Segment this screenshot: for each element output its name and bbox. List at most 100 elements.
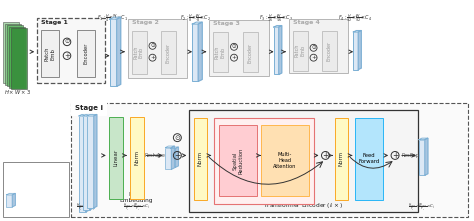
Text: Encoder: Encoder	[327, 41, 332, 61]
Text: Norm: Norm	[198, 151, 203, 166]
FancyBboxPatch shape	[79, 116, 86, 212]
FancyBboxPatch shape	[128, 19, 187, 78]
FancyBboxPatch shape	[5, 24, 21, 85]
Text: $F_3:\frac{H}{16}{\times}\frac{W}{16}{\times}C_3$: $F_3:\frac{H}{16}{\times}\frac{W}{16}{\t…	[259, 12, 293, 24]
Text: Linear: Linear	[113, 149, 118, 166]
FancyBboxPatch shape	[261, 125, 309, 196]
Text: Element-wise Add: Element-wise Add	[15, 185, 63, 190]
Text: $F_4:\frac{H}{32}{\times}\frac{W}{32}{\times}C_4$: $F_4:\frac{H}{32}{\times}\frac{W}{32}{\t…	[338, 12, 373, 24]
FancyBboxPatch shape	[129, 117, 144, 199]
Text: Multi-
Head
Attention: Multi- Head Attention	[273, 152, 296, 169]
Text: $\frac{H_{i-1}}{P_i}{\times}\frac{W_{i-1}}{P_i}{\times}C_i$: $\frac{H_{i-1}}{P_i}{\times}\frac{W_{i-1…	[123, 202, 150, 214]
Text: Stage 2: Stage 2	[132, 20, 158, 25]
Text: Norm: Norm	[134, 150, 139, 166]
FancyBboxPatch shape	[132, 31, 146, 74]
Polygon shape	[419, 138, 428, 140]
Text: $F_1:\frac{H}{4}{\times}\frac{W}{4}{\times}C_1$: $F_1:\frac{H}{4}{\times}\frac{W}{4}{\tim…	[97, 12, 128, 24]
FancyBboxPatch shape	[213, 32, 228, 72]
Text: +: +	[150, 55, 155, 60]
Text: Patch
Emb: Patch Emb	[294, 44, 305, 57]
Polygon shape	[83, 114, 93, 116]
Polygon shape	[6, 193, 15, 195]
Text: Stage 4: Stage 4	[292, 20, 319, 25]
Text: $H\times W\times 3$: $H\times W\times 3$	[4, 88, 31, 96]
FancyBboxPatch shape	[37, 18, 105, 83]
FancyBboxPatch shape	[289, 19, 348, 73]
FancyBboxPatch shape	[336, 118, 348, 200]
Polygon shape	[86, 114, 89, 212]
Text: Patch
Emb: Patch Emb	[45, 46, 55, 61]
FancyBboxPatch shape	[170, 149, 175, 167]
Text: $\frac{H_{i-1}}{P_i}{\times}\frac{W_{i-1}}{P_i}{\times}C_i$: $\frac{H_{i-1}}{P_i}{\times}\frac{W_{i-1…	[408, 202, 436, 214]
Polygon shape	[279, 26, 282, 74]
FancyBboxPatch shape	[83, 116, 90, 210]
Text: $\frac{H_{i-1}}{P_i}{\times}\frac{W_{i-1}}{P_i}$: $\frac{H_{i-1}}{P_i}{\times}\frac{W_{i-1…	[76, 202, 97, 214]
FancyBboxPatch shape	[3, 162, 69, 217]
Text: +: +	[174, 151, 181, 160]
FancyBboxPatch shape	[77, 30, 95, 77]
Text: +: +	[231, 55, 237, 60]
Text: Patch
Emb: Patch Emb	[215, 46, 226, 59]
FancyBboxPatch shape	[109, 117, 123, 199]
FancyBboxPatch shape	[192, 24, 198, 81]
Polygon shape	[110, 17, 121, 19]
Text: Reshape: Reshape	[401, 153, 422, 158]
FancyBboxPatch shape	[353, 32, 358, 70]
FancyBboxPatch shape	[110, 19, 117, 86]
Text: +: +	[322, 151, 328, 160]
Text: +: +	[392, 151, 398, 160]
Text: Norm: Norm	[339, 151, 344, 166]
Polygon shape	[79, 114, 89, 116]
Text: Encoder: Encoder	[247, 43, 253, 63]
FancyBboxPatch shape	[71, 103, 468, 217]
Polygon shape	[172, 146, 174, 169]
Polygon shape	[358, 30, 361, 70]
FancyBboxPatch shape	[165, 148, 172, 169]
Text: Transformer Encoder $(l_i\times)$: Transformer Encoder $(l_i\times)$	[264, 201, 344, 210]
Text: Position Embedding: Position Embedding	[15, 171, 68, 176]
Text: Encoder: Encoder	[83, 43, 88, 65]
Polygon shape	[175, 147, 178, 167]
Polygon shape	[117, 17, 121, 86]
Polygon shape	[353, 30, 361, 32]
FancyBboxPatch shape	[162, 31, 176, 74]
FancyBboxPatch shape	[8, 25, 23, 86]
Polygon shape	[274, 26, 282, 27]
FancyBboxPatch shape	[9, 27, 25, 88]
FancyBboxPatch shape	[322, 31, 337, 70]
Polygon shape	[198, 22, 202, 81]
FancyBboxPatch shape	[419, 140, 425, 175]
Polygon shape	[165, 146, 174, 148]
FancyBboxPatch shape	[356, 118, 383, 200]
FancyBboxPatch shape	[87, 116, 94, 208]
Text: SRA: SRA	[258, 120, 270, 125]
FancyBboxPatch shape	[219, 125, 257, 196]
FancyBboxPatch shape	[11, 28, 27, 89]
FancyBboxPatch shape	[243, 32, 258, 72]
FancyBboxPatch shape	[6, 195, 12, 207]
Text: ⊙: ⊙	[311, 45, 316, 50]
Polygon shape	[94, 114, 97, 208]
Polygon shape	[192, 22, 202, 24]
Text: +: +	[311, 55, 316, 60]
Text: Stage i: Stage i	[75, 105, 103, 111]
Text: Reshape: Reshape	[145, 153, 165, 158]
Polygon shape	[170, 147, 178, 149]
Text: +: +	[64, 53, 70, 59]
Text: Encoder: Encoder	[166, 43, 171, 63]
Text: Patch
Emb: Patch Emb	[133, 46, 144, 59]
Text: ⊙: ⊙	[150, 43, 155, 48]
Text: +: +	[8, 184, 13, 190]
FancyBboxPatch shape	[189, 110, 418, 212]
Text: Feature Map: Feature Map	[15, 198, 48, 203]
Text: $F_2:\frac{H}{8}{\times}\frac{W}{8}{\times}C_2$: $F_2:\frac{H}{8}{\times}\frac{W}{8}{\tim…	[180, 12, 211, 24]
Text: Stage 1: Stage 1	[41, 20, 68, 25]
Text: ⊙: ⊙	[232, 44, 237, 49]
FancyBboxPatch shape	[209, 20, 269, 76]
Text: ⊙: ⊙	[8, 171, 13, 176]
Polygon shape	[90, 114, 93, 210]
Text: ⊙: ⊙	[64, 39, 70, 44]
FancyBboxPatch shape	[3, 22, 19, 83]
Text: Stage 3: Stage 3	[213, 21, 240, 26]
FancyBboxPatch shape	[274, 27, 279, 74]
